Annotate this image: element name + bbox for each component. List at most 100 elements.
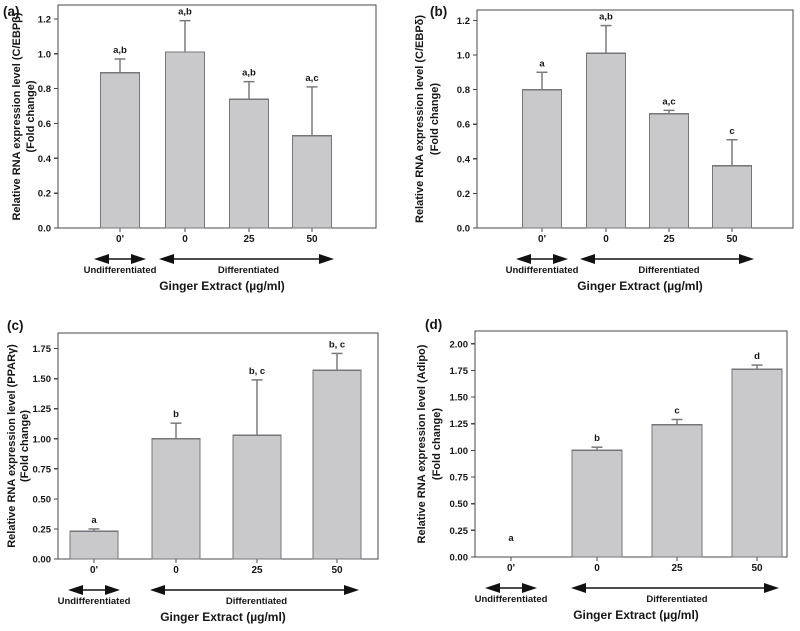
sig-label: b, c <box>329 339 345 350</box>
x-tick-label: 0' <box>90 565 98 576</box>
y-axis-title: Relative RNA expression level (PPARγ) <box>6 344 18 548</box>
sig-label: b, c <box>249 366 265 377</box>
y-tick-label: 0.50 <box>33 494 52 505</box>
group-label-undifferentiated: Undifferentiated <box>58 596 131 607</box>
bar <box>648 113 690 229</box>
x-tick-label: 25 <box>243 234 255 245</box>
x-axis-title: Ginger Extract (µg/ml) <box>160 610 286 624</box>
sig-label: a,b <box>599 12 613 23</box>
x-axis-title: Ginger Extract (µg/ml) <box>577 279 703 293</box>
y-tick-label: 1.75 <box>450 366 469 377</box>
arrow-head-right-icon <box>344 585 359 595</box>
group-label-undifferentiated: Undifferentiated <box>506 265 579 276</box>
y-tick-label: 1.75 <box>33 344 52 355</box>
bar <box>228 98 270 229</box>
arrow-head-right-icon <box>105 585 120 595</box>
sig-label: a,c <box>662 96 675 107</box>
x-tick-label: 25 <box>663 234 675 245</box>
arrow-head-left-icon <box>159 254 174 264</box>
x-tick-label: 0 <box>594 563 600 574</box>
panel-label: (b) <box>430 4 447 19</box>
arrow-head-left-icon <box>68 585 83 595</box>
y-tick-label: 0.2 <box>38 189 51 200</box>
y-tick-label: 0.25 <box>450 526 469 537</box>
y-tick-label: 1.0 <box>38 49 51 60</box>
arrow-head-left-icon <box>516 254 531 264</box>
x-tick-label: 0 <box>173 565 179 576</box>
y-tick-label: 0.8 <box>457 85 470 96</box>
bar <box>711 165 753 229</box>
group-label-undifferentiated: Undifferentiated <box>84 265 157 276</box>
panel-a-chart: (a)Relative RNA expression level (C/EBPβ… <box>3 4 377 293</box>
sig-label: a <box>91 515 97 526</box>
bar <box>312 369 362 560</box>
sig-label: a,c <box>305 73 318 84</box>
bar <box>232 434 282 560</box>
panel-label: (d) <box>425 317 442 332</box>
x-tick-label: 50 <box>331 565 343 576</box>
panel-label: (a) <box>3 4 20 19</box>
sig-label: d <box>754 351 760 362</box>
x-tick-label: 0' <box>538 234 546 245</box>
group-label-differentiated: Differentiated <box>218 265 279 276</box>
arrow-head-right-icon <box>739 254 754 264</box>
arrow-head-left-icon <box>571 583 586 593</box>
x-tick-label: 25 <box>671 563 683 574</box>
panel-c-chart: (c) Relative RNA expression level (PPARγ)… <box>6 318 379 624</box>
x-axis-title: Ginger Extract (µg/ml) <box>159 279 285 293</box>
x-tick-label: 50 <box>306 234 318 245</box>
group-label-undifferentiated: Undifferentiated <box>475 594 548 605</box>
arrow-head-left-icon <box>580 254 595 264</box>
bar <box>521 88 563 229</box>
y-axis-subtitle: (Fold change) <box>431 408 443 480</box>
y-tick-label: 0.00 <box>33 555 52 566</box>
x-tick-label: 0 <box>603 234 609 245</box>
y-tick-label: 1.00 <box>33 434 52 445</box>
y-axis-title: Relative RNA expression level (C/EBPβ) <box>11 12 23 220</box>
bar <box>151 438 201 560</box>
y-tick-label: 1.00 <box>450 446 469 457</box>
arrow-head-left-icon <box>485 583 500 593</box>
arrow-head-right-icon <box>131 254 146 264</box>
y-tick-label: 0.6 <box>457 120 470 131</box>
plot-frame <box>474 330 788 558</box>
y-tick-label: 1.0 <box>457 50 470 61</box>
y-axis-subtitle: (Fold change) <box>19 410 31 482</box>
y-tick-label: 1.2 <box>38 14 51 25</box>
sig-label: c <box>729 126 734 137</box>
y-tick-label: 0.0 <box>38 224 51 235</box>
y-tick-label: 1.25 <box>33 404 52 415</box>
plot-frame <box>57 4 377 229</box>
sig-label: b <box>594 433 600 444</box>
group-label-differentiated: Differentiated <box>226 596 287 607</box>
sig-label: a,b <box>113 45 127 56</box>
sig-label: a <box>539 58 545 69</box>
sig-label: c <box>674 405 679 416</box>
arrow-head-right-icon <box>522 583 537 593</box>
y-axis-title: Relative RNA expression level (C/EBPδ) <box>414 15 426 223</box>
panel-d-chart: (d) Relative RNA expression level (Adipo)… <box>416 317 788 622</box>
arrow-head-right-icon <box>553 254 568 264</box>
x-tick-label: 0' <box>507 563 515 574</box>
panel-label: (c) <box>7 318 24 333</box>
y-tick-label: 1.50 <box>33 374 52 385</box>
y-tick-label: 0.25 <box>33 524 52 535</box>
group-label-differentiated: Differentiated <box>646 594 707 605</box>
plot-frame <box>57 332 379 560</box>
panel-b-chart: (b) Relative RNA expression level (C/EBPδ… <box>414 4 794 293</box>
y-tick-label: 2.00 <box>450 339 469 350</box>
plot-frame <box>476 9 794 229</box>
arrow-head-left-icon <box>150 585 165 595</box>
y-tick-label: 1.50 <box>450 393 469 404</box>
group-label-differentiated: Differentiated <box>638 265 699 276</box>
y-tick-label: 0.0 <box>457 224 470 235</box>
x-tick-label: 50 <box>726 234 738 245</box>
sig-label: a,b <box>242 68 256 79</box>
bar <box>164 51 206 229</box>
bar <box>651 424 703 558</box>
x-tick-label: 25 <box>251 565 263 576</box>
y-tick-label: 0.2 <box>457 189 470 200</box>
y-axis-subtitle: (Fold change) <box>429 83 441 155</box>
x-tick-label: 0 <box>182 234 188 245</box>
y-tick-label: 0.4 <box>457 154 471 165</box>
